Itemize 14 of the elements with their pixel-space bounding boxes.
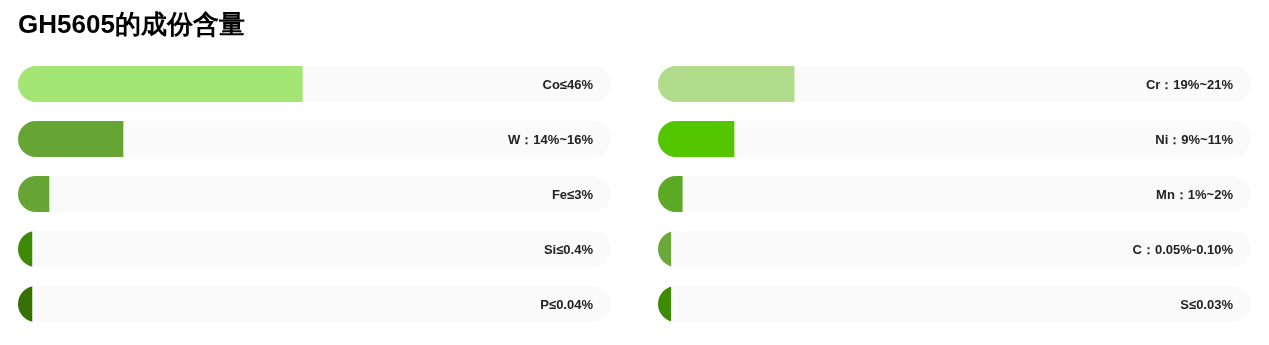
y-tick-label: S≤0.03% [1180, 297, 1234, 312]
bar [658, 66, 795, 102]
y-tick-label: P≤0.04% [540, 297, 594, 312]
y-tick-label: Co≤46% [542, 77, 594, 92]
y-tick-label: Ni：9%~11% [1155, 132, 1234, 147]
chart-title: GH5605的成份含量 [18, 9, 245, 39]
y-tick-label: Fe≤3% [551, 187, 594, 202]
y-tick-label: W：14%~16% [508, 132, 594, 147]
y-tick-label: Cr：19%~21% [1145, 77, 1234, 92]
y-tick-label: Mn：1%~2% [1156, 187, 1234, 202]
y-tick-label: Si≤0.4% [543, 242, 594, 257]
bar [18, 121, 124, 157]
bar [658, 121, 735, 157]
y-tick-label: C：0.05%-0.10% [1132, 242, 1234, 257]
